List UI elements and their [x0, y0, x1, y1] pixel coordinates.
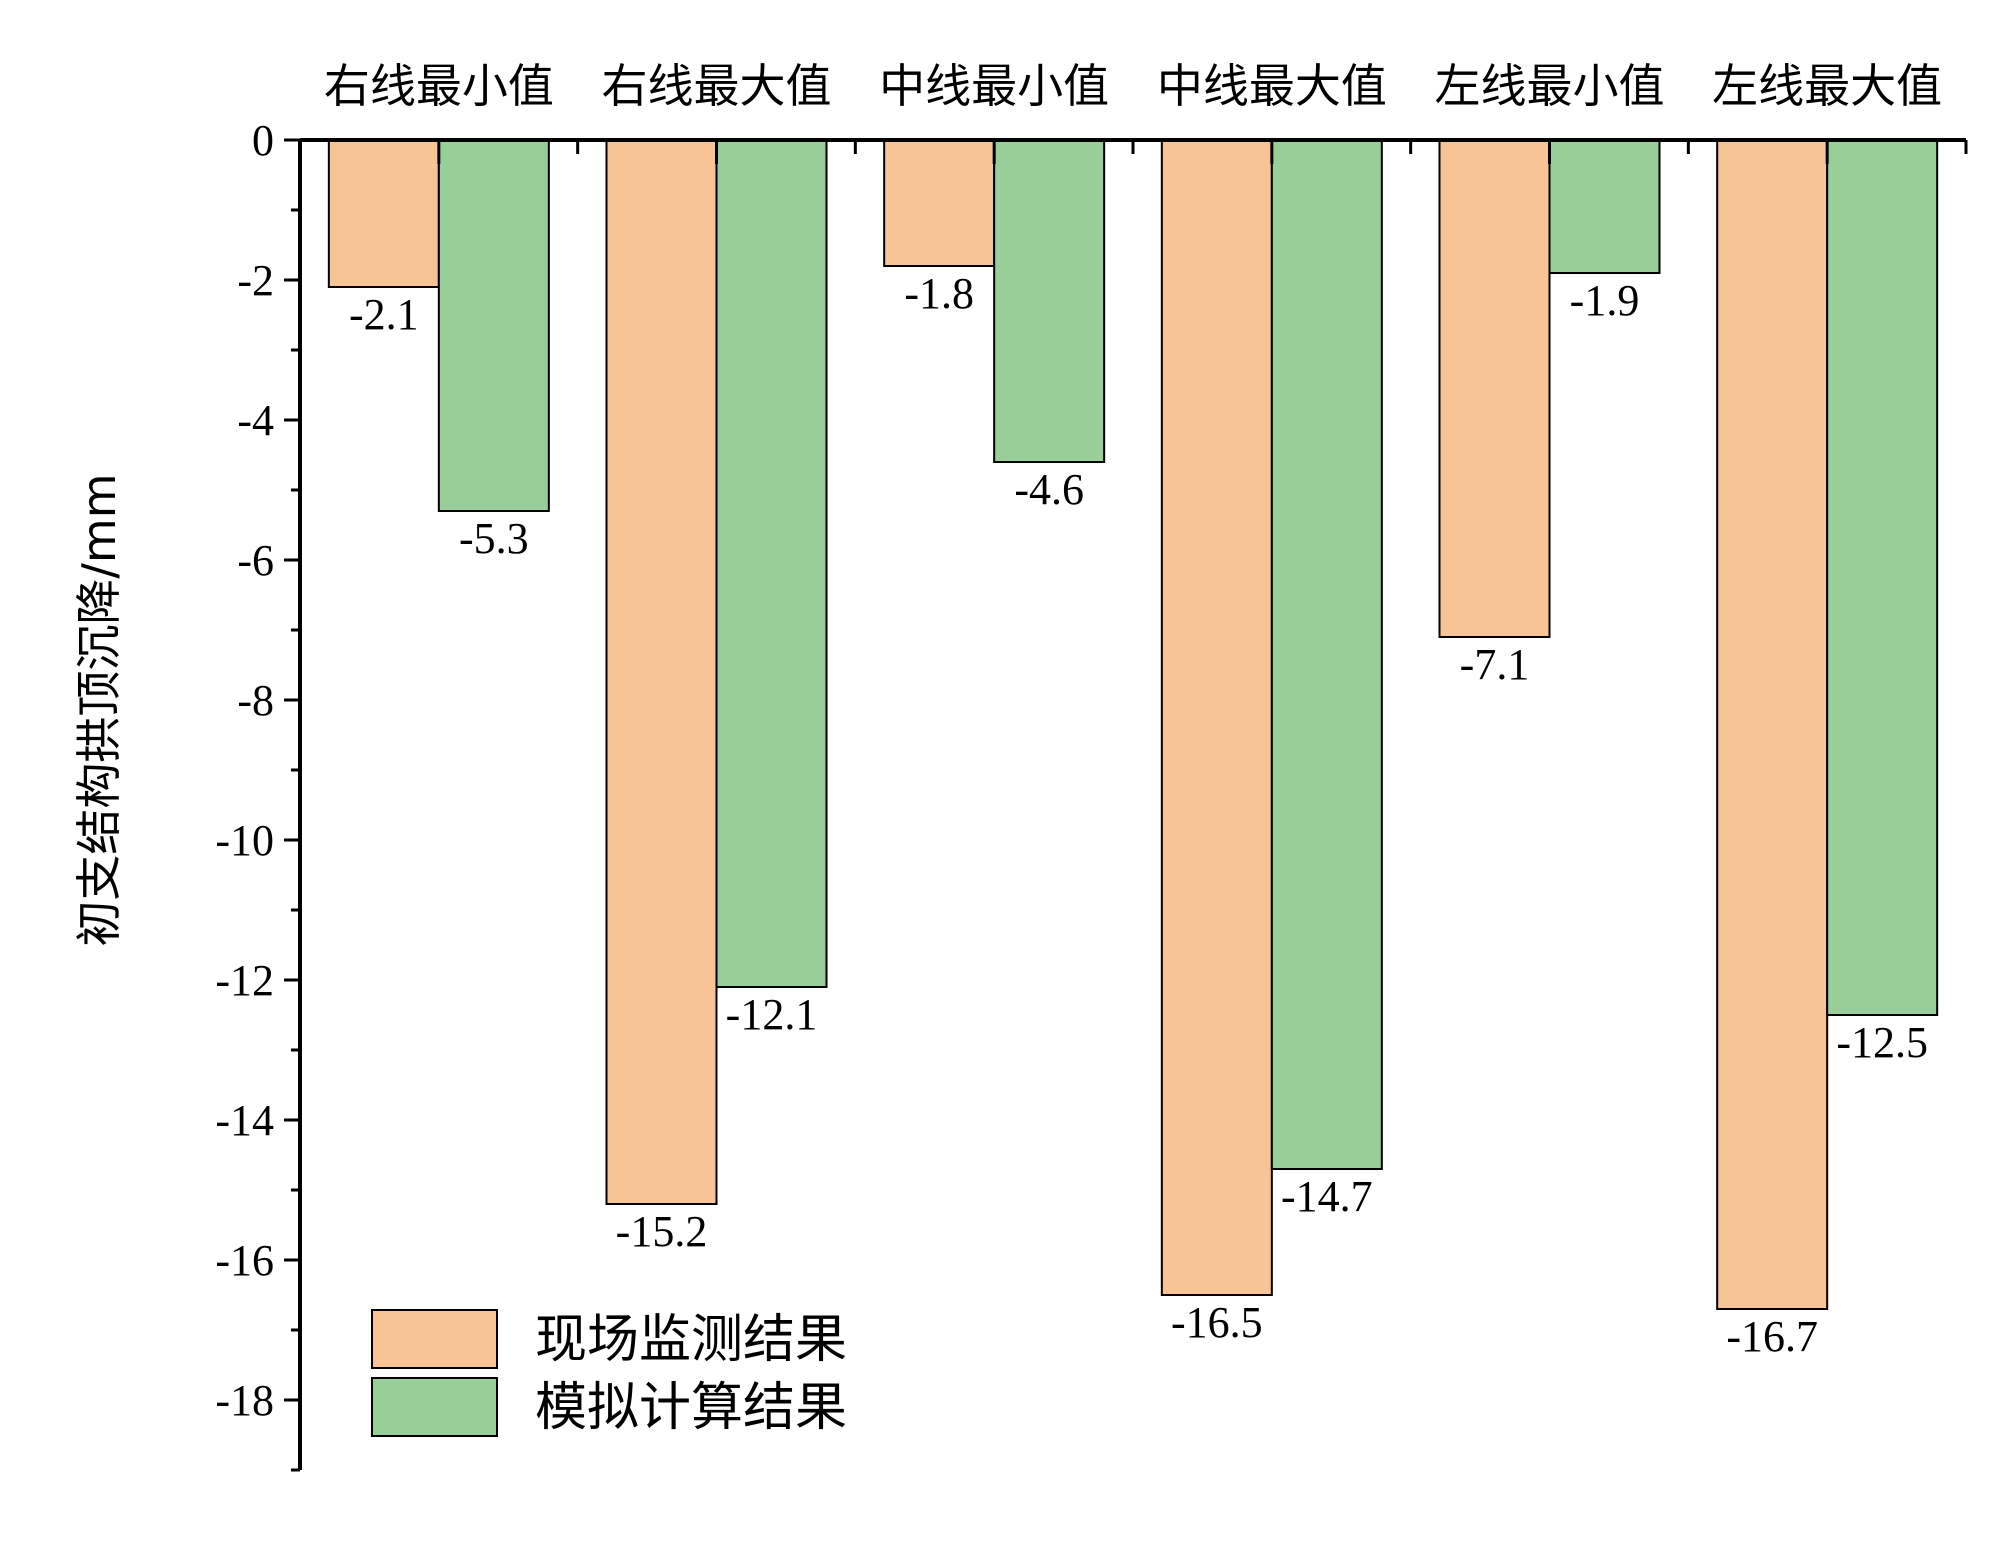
data-labels-layer: -2.1 -5.3 -15.2 -12.1 -1.8 -4.6 -16.5 -14.7 -7.1… [349, 269, 1928, 1361]
x-tick-label-2: 中线最小值 [879, 59, 1109, 113]
data-label-s0-3: -16.5 [1171, 1298, 1263, 1347]
data-label-s0-2: -1.8 [904, 269, 974, 318]
y-tick-label-8: -16 [215, 1236, 274, 1285]
data-label-s1-2: -4.6 [1014, 465, 1084, 514]
bar-s1-2 [993, 139, 1106, 463]
y-tick-label-0: 0 [252, 116, 274, 165]
bar-s1-4 [1548, 139, 1661, 274]
x-tick-label-1: 右线最大值 [602, 59, 832, 113]
y-tick-label-3: -6 [237, 536, 274, 585]
data-label-s1-3: -14.7 [1281, 1172, 1373, 1221]
bar-s0-1 [605, 139, 718, 1205]
x-tick-label-3: 中线最大值 [1157, 59, 1387, 113]
bars-layer [327, 139, 1939, 1310]
data-label-s0-0: -2.1 [349, 290, 419, 339]
y-tick-label-9: -18 [215, 1376, 274, 1425]
data-label-s0-5: -16.7 [1726, 1312, 1818, 1361]
bar-s1-0 [437, 139, 550, 512]
bar-s0-5 [1716, 139, 1829, 1310]
data-label-s1-0: -5.3 [459, 514, 529, 563]
legend: 现场监测结果 模拟计算结果 [371, 1309, 847, 1438]
y-tick-label-4: -8 [237, 676, 274, 725]
bar-s1-3 [1270, 139, 1383, 1170]
y-tick-label-6: -12 [215, 956, 274, 1005]
y-tick-label-1: -2 [237, 256, 274, 305]
x-tick-label-5: 左线最大值 [1712, 59, 1942, 113]
y-tick-label-2: -4 [237, 396, 274, 445]
y-axis-title: 初支结构拱顶沉降/mm [72, 473, 126, 946]
bar-s0-3 [1160, 139, 1273, 1296]
legend-swatch-field-monitoring [371, 1309, 498, 1369]
legend-label-simulation: 模拟计算结果 [535, 1378, 847, 1438]
y-tick-label-7: -14 [215, 1096, 274, 1145]
bar-s1-5 [1826, 139, 1939, 1016]
x-tick-label-0: 右线最小值 [324, 59, 554, 113]
data-label-s1-1: -12.1 [726, 990, 818, 1039]
axes-layer: 右线最小值 右线最大值 中线最小值 中线最大值 左线最小值 左线最大值 0 -2 -4 -6 -8 -… [215, 59, 1968, 1472]
bar-s0-2 [883, 139, 996, 267]
legend-label-field-monitoring: 现场监测结果 [535, 1310, 847, 1370]
bar-s1-1 [715, 139, 828, 988]
data-label-s1-4: -1.9 [1570, 276, 1640, 325]
data-label-s0-1: -15.2 [616, 1207, 708, 1256]
x-tick-label-4: 左线最小值 [1435, 59, 1665, 113]
bar-s0-0 [327, 139, 440, 288]
data-label-s1-5: -12.5 [1836, 1018, 1928, 1067]
data-label-s0-4: -7.1 [1460, 640, 1530, 689]
y-tick-label-5: -10 [215, 816, 274, 865]
bar-s0-4 [1438, 139, 1551, 638]
legend-swatch-simulation [371, 1377, 498, 1437]
